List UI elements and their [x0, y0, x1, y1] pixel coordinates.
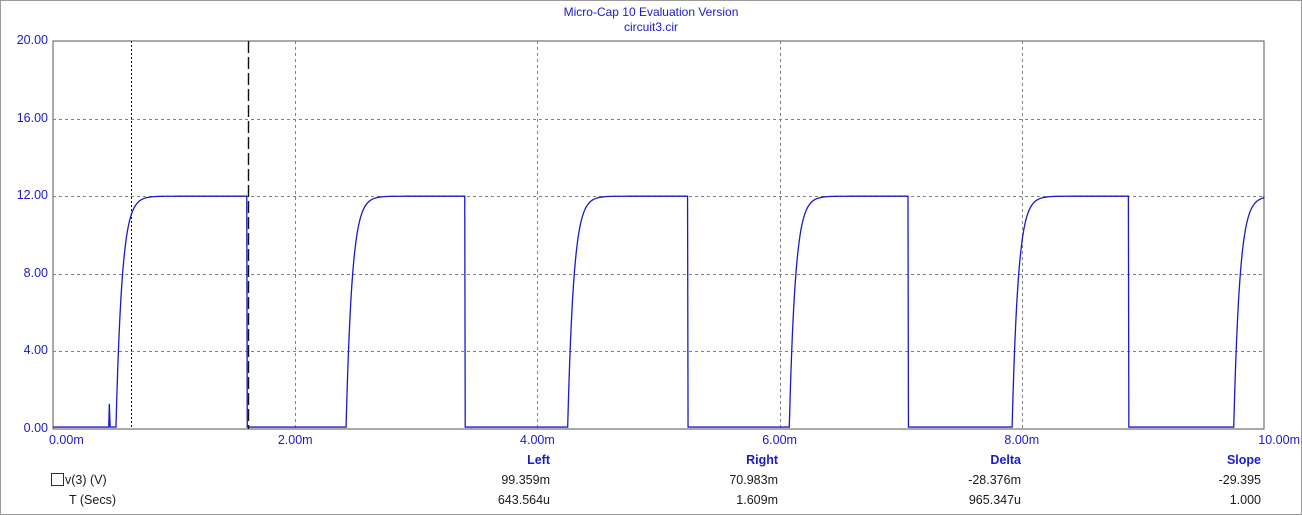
y-tick-label: 8.00: [23, 265, 48, 280]
x-tick-label: 6.00m: [762, 433, 797, 447]
header-right: Right: [746, 453, 778, 467]
plot-border: [52, 40, 1265, 430]
value-slope-v3: -29.395: [1218, 473, 1261, 487]
header-delta: Delta: [990, 453, 1021, 467]
y-tick-label: 0.00: [23, 421, 48, 435]
value-delta-v3: -28.376m: [968, 473, 1021, 487]
series-label-v3[interactable]: v(3) (V): [65, 473, 107, 487]
y-tick-label: 4.00: [23, 343, 48, 358]
value-right-time: 1.609m: [736, 493, 778, 507]
chart-subtitle: circuit3.cir: [623, 20, 678, 34]
series-color-box[interactable]: [51, 473, 64, 486]
chart-title: Micro-Cap 10 Evaluation Version: [563, 5, 739, 19]
y-tick-label: 16.00: [16, 110, 48, 125]
x-tick-label: 10.00m: [1258, 433, 1300, 447]
y-tick-label: 12.00: [16, 188, 48, 203]
value-delta-time: 965.347u: [968, 493, 1021, 507]
series-label-time[interactable]: T (Secs): [69, 493, 116, 507]
header-slope: Slope: [1226, 453, 1261, 467]
value-right-v3: 70.983m: [729, 473, 778, 487]
x-tick-label: 0.00m: [49, 433, 84, 447]
x-tick-label: 8.00m: [1004, 433, 1040, 447]
x-tick-label: 2.00m: [277, 433, 313, 447]
series-line-v3: [53, 195, 1265, 428]
x-tick-label: 4.00m: [520, 433, 555, 447]
value-left-time: 643.564u: [497, 493, 550, 507]
header-left: Left: [527, 453, 550, 467]
value-slope-time: 1.000: [1229, 493, 1261, 507]
value-left-v3: 99.359m: [501, 473, 550, 487]
y-tick-label: 20.00: [16, 33, 48, 47]
